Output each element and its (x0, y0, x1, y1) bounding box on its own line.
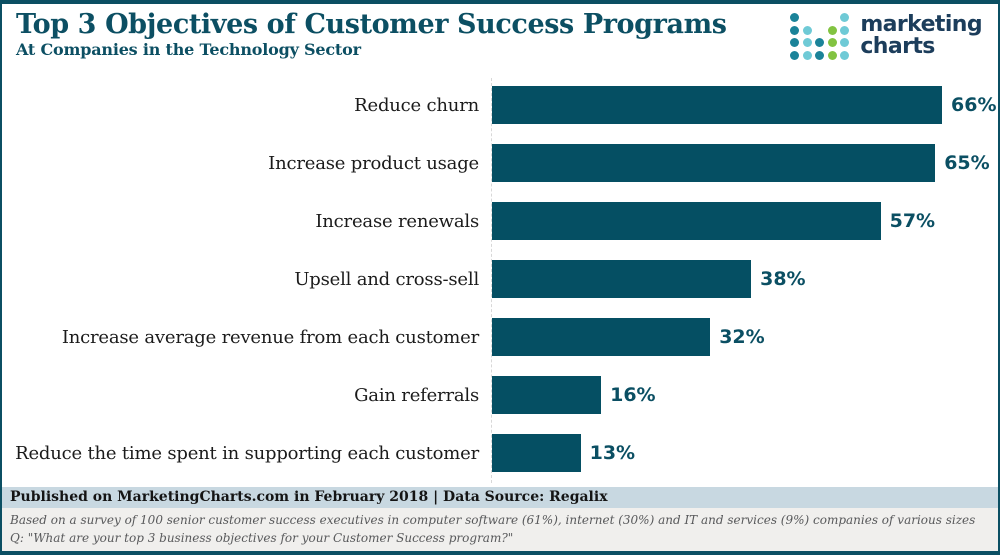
chart-row: Upsell and cross-sell 38% (2, 250, 998, 308)
bar-cell: 65% (492, 144, 998, 182)
logo-dot (790, 50, 800, 60)
footnote-block: Based on a survey of 100 senior customer… (2, 508, 998, 551)
page-title: Top 3 Objectives of Customer Success Pro… (16, 9, 727, 40)
bar-label: Increase average revenue from each custo… (61, 326, 479, 348)
bar (492, 260, 752, 298)
bar-value-label: 13% (589, 442, 636, 464)
logo-dot (827, 25, 837, 35)
bar-label: Increase renewals (315, 210, 479, 232)
bar (492, 434, 581, 472)
chart-row: Increase renewals 57% (2, 192, 998, 250)
bar-label: Reduce churn (354, 94, 479, 116)
bar-label: Upsell and cross-sell (294, 268, 479, 290)
bar-value-label: 38% (760, 268, 806, 290)
logo-dot (815, 50, 825, 60)
logo-wordmark-line1: marketing (860, 11, 982, 37)
bar-value-label: 66% (951, 94, 997, 116)
logo-dot (827, 38, 837, 47)
bar-cell: 38% (492, 260, 998, 298)
chart-row: Reduce churn 66% (2, 76, 998, 134)
chart-row: Increase product usage 65% (2, 134, 998, 192)
bar (492, 376, 602, 414)
bar-cell: 32% (492, 318, 998, 356)
logo-dot (802, 50, 812, 60)
bar-label-cell: Reduce churn (2, 95, 492, 116)
chart-row: Gain referrals 16% (2, 366, 998, 424)
footnote-line-2: Q: "What are your top 3 business objecti… (10, 531, 514, 545)
bar-value-label: 57% (889, 210, 936, 232)
logo-dot (802, 38, 812, 47)
bar-label-cell: Increase product usage (2, 153, 492, 174)
bar-label-cell: Upsell and cross-sell (2, 269, 492, 290)
bar-label-cell: Reduce the time spent in supporting each… (2, 443, 492, 464)
logo-wordmark-line2: charts (860, 34, 935, 60)
logo-dot (840, 13, 850, 22)
bar-label: Gain referrals (354, 384, 479, 406)
bar-cell: 13% (492, 434, 998, 472)
logo-dot (790, 25, 800, 35)
bar-chart: Reduce churn 66% Increase product usage … (2, 73, 998, 487)
logo-dot (840, 25, 850, 35)
chart-row: Increase average revenue from each custo… (2, 308, 998, 366)
logo-dot (790, 13, 800, 22)
publication-bar: Published on MarketingCharts.com in Febr… (2, 487, 998, 508)
logo-dot (827, 50, 837, 60)
logo-dot (840, 38, 850, 47)
logo-dots-icon (790, 13, 850, 60)
bar (492, 318, 711, 356)
bar-value-label: 16% (610, 384, 656, 406)
bar-cell: 57% (492, 202, 998, 240)
logo-dot (790, 38, 800, 47)
bar-cell: 16% (492, 376, 998, 414)
bar-value-label: 65% (944, 152, 990, 174)
bar-value-label: 32% (719, 326, 765, 348)
bar (492, 202, 881, 240)
footnote-line-1: Based on a survey of 100 senior customer… (10, 513, 976, 527)
axis-line (491, 78, 492, 483)
bar-cell: 66% (492, 86, 998, 124)
header: Top 3 Objectives of Customer Success Pro… (2, 4, 998, 73)
bar-label-cell: Increase average revenue from each custo… (2, 327, 492, 348)
logo-dot (815, 38, 825, 47)
bar-label-cell: Gain referrals (2, 385, 492, 406)
bar-label-cell: Increase renewals (2, 211, 492, 232)
bar-label: Increase product usage (268, 152, 479, 174)
bar (492, 144, 936, 182)
chart-row: Reduce the time spent in supporting each… (2, 424, 998, 482)
logo-dot (840, 50, 850, 60)
logo-dot (802, 25, 812, 35)
brand-logo: marketing charts (790, 11, 983, 60)
bar (492, 86, 942, 124)
page-subtitle: At Companies in the Technology Sector (16, 40, 361, 60)
bar-label: Reduce the time spent in supporting each… (15, 442, 479, 464)
logo-wordmark: marketing charts (860, 11, 982, 60)
